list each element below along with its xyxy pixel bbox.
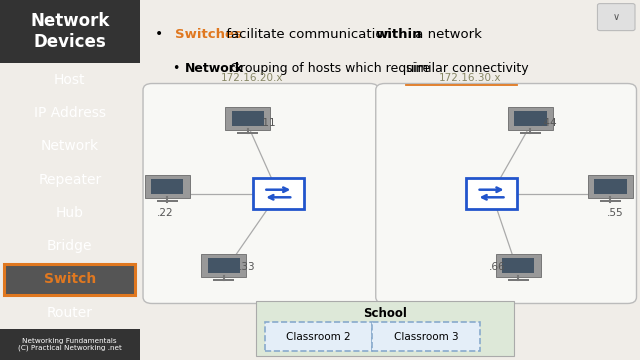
- Text: School: School: [363, 307, 406, 320]
- Text: 172.16.30.x: 172.16.30.x: [438, 73, 501, 83]
- FancyBboxPatch shape: [143, 84, 379, 303]
- FancyBboxPatch shape: [520, 132, 541, 134]
- FancyBboxPatch shape: [595, 179, 627, 194]
- Text: Switches: Switches: [175, 28, 241, 41]
- Text: IP Address: IP Address: [34, 106, 106, 120]
- FancyBboxPatch shape: [151, 179, 184, 194]
- Text: .66: .66: [489, 262, 506, 272]
- FancyBboxPatch shape: [598, 4, 635, 31]
- Text: facilitate communication: facilitate communication: [222, 28, 396, 41]
- Text: Switch: Switch: [44, 273, 96, 287]
- Text: a network: a network: [411, 28, 482, 41]
- FancyBboxPatch shape: [208, 258, 240, 273]
- Text: •: •: [154, 27, 163, 41]
- FancyBboxPatch shape: [265, 322, 372, 351]
- Text: similar connectivity: similar connectivity: [406, 62, 529, 75]
- FancyBboxPatch shape: [253, 178, 304, 209]
- FancyBboxPatch shape: [508, 107, 553, 130]
- FancyBboxPatch shape: [4, 264, 135, 294]
- FancyBboxPatch shape: [496, 254, 541, 276]
- FancyBboxPatch shape: [213, 279, 234, 281]
- Text: 172.16.20.x: 172.16.20.x: [221, 73, 284, 83]
- Text: .55: .55: [607, 208, 624, 218]
- Text: Router: Router: [47, 306, 93, 320]
- Text: Network: Network: [184, 62, 244, 75]
- FancyBboxPatch shape: [376, 84, 637, 303]
- Text: Network
Devices: Network Devices: [30, 12, 109, 51]
- Text: .44: .44: [540, 118, 557, 129]
- FancyBboxPatch shape: [502, 258, 534, 273]
- FancyBboxPatch shape: [145, 175, 189, 198]
- Text: within: within: [375, 28, 422, 41]
- FancyBboxPatch shape: [232, 111, 264, 126]
- FancyBboxPatch shape: [157, 200, 178, 202]
- Text: Bridge: Bridge: [47, 239, 93, 253]
- Text: Classroom 2: Classroom 2: [286, 332, 351, 342]
- FancyBboxPatch shape: [237, 132, 259, 134]
- FancyBboxPatch shape: [225, 107, 270, 130]
- FancyBboxPatch shape: [255, 301, 514, 356]
- FancyBboxPatch shape: [0, 329, 140, 360]
- Text: •: •: [172, 62, 179, 75]
- Text: Classroom 3: Classroom 3: [394, 332, 458, 342]
- Text: ∨: ∨: [612, 12, 620, 22]
- FancyBboxPatch shape: [202, 254, 246, 276]
- FancyBboxPatch shape: [514, 111, 547, 126]
- Text: Host: Host: [54, 73, 86, 87]
- Text: .22: .22: [156, 208, 173, 218]
- FancyBboxPatch shape: [0, 0, 140, 63]
- Text: Networking Fundamentals
(C) Practical Networking .net: Networking Fundamentals (C) Practical Ne…: [18, 338, 122, 351]
- Text: Hub: Hub: [56, 206, 84, 220]
- Text: : Grouping of hosts which require: : Grouping of hosts which require: [222, 62, 435, 75]
- FancyBboxPatch shape: [466, 178, 517, 209]
- FancyBboxPatch shape: [588, 175, 633, 198]
- Text: Repeater: Repeater: [38, 172, 101, 186]
- Text: .33: .33: [239, 262, 255, 272]
- FancyBboxPatch shape: [600, 200, 621, 202]
- Text: Network: Network: [41, 139, 99, 153]
- FancyBboxPatch shape: [508, 279, 529, 281]
- Text: .11: .11: [260, 118, 277, 129]
- FancyBboxPatch shape: [372, 322, 480, 351]
